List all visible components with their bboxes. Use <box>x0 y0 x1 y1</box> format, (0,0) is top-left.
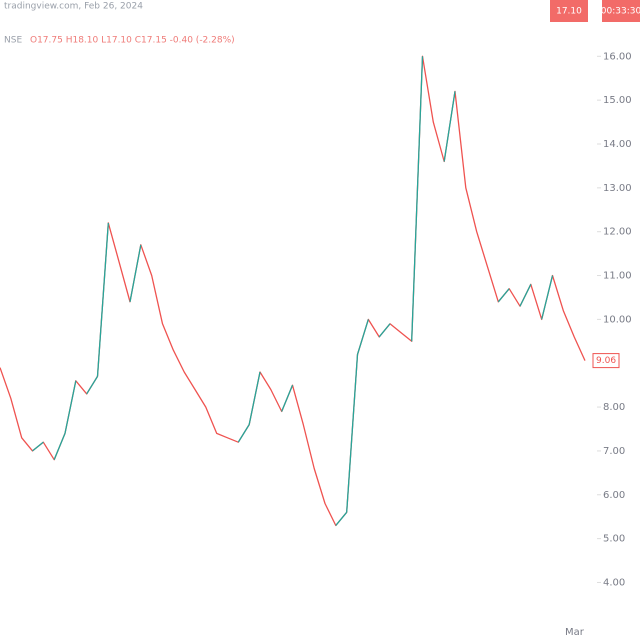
up-segment <box>541 275 554 320</box>
header-source: tradingview.com, Feb 26, 2024 <box>4 2 143 12</box>
up-segment <box>443 91 456 162</box>
up-segment <box>281 384 294 412</box>
up-segment <box>346 354 359 513</box>
countdown-badge-text: 00:33:30 <box>601 7 640 17</box>
countdown-badge <box>602 0 640 22</box>
up-segment <box>129 244 142 302</box>
last-price-box <box>592 353 620 369</box>
x-axis-label: Mar <box>565 627 585 638</box>
y-tick-label: 6.00 <box>603 490 625 501</box>
y-tick-label: 4.00 <box>603 577 625 588</box>
up-segment <box>335 511 348 526</box>
y-tick-label: 14.00 <box>603 139 632 150</box>
y-tick-label: 11.00 <box>603 271 632 282</box>
price-badge <box>550 0 588 22</box>
y-tick-label: 7.00 <box>603 446 625 457</box>
up-segment <box>248 371 261 425</box>
y-tick-label: 10.00 <box>603 314 632 325</box>
up-segment <box>378 323 391 338</box>
y-tick-label: 5.00 <box>603 534 625 545</box>
last-price-label: 9.06 <box>596 356 616 366</box>
symbol-exchange: NSE <box>4 36 22 46</box>
y-tick-label: 12.00 <box>603 227 632 238</box>
up-segment <box>356 319 369 355</box>
y-tick-label: 8.00 <box>603 402 625 413</box>
up-segment <box>237 424 250 443</box>
up-segment <box>497 288 510 303</box>
up-segment <box>411 56 424 342</box>
up-segment <box>96 222 109 377</box>
up-segment <box>64 380 77 434</box>
price-badge-text: 17.10 <box>556 7 582 17</box>
up-segment <box>32 441 44 452</box>
up-segment <box>53 433 66 460</box>
y-tick-label: 13.00 <box>603 183 632 194</box>
y-tick-label: 16.00 <box>603 51 632 62</box>
up-segment <box>86 376 99 395</box>
ohlc-readout: O17.75 H18.10 L17.10 C17.15 -0.40 (-2.28… <box>30 36 235 46</box>
up-segment <box>519 284 532 307</box>
y-tick-label: 15.00 <box>603 95 632 106</box>
